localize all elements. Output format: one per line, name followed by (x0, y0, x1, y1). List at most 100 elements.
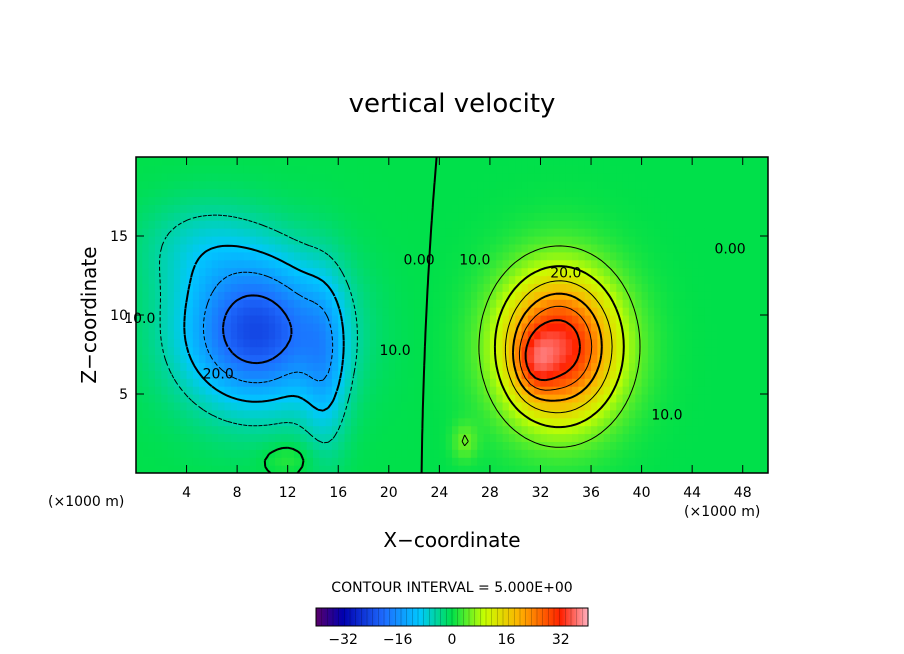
heatmap-cell (704, 386, 712, 395)
heatmap-cell (287, 259, 295, 269)
heatmap-cell (654, 188, 662, 198)
heatmap-cell (534, 172, 542, 182)
heatmap-cell (325, 417, 333, 427)
heatmap-cell (610, 449, 617, 458)
heatmap-cell (515, 157, 523, 166)
heatmap-cell (515, 220, 523, 229)
heatmap-cell (527, 362, 535, 371)
heatmap-cell (534, 236, 542, 245)
heatmap-cell (553, 425, 561, 435)
heatmap-cell (268, 275, 276, 284)
heatmap-cell (603, 409, 611, 419)
heatmap-cell (325, 259, 333, 269)
heatmap-cell (711, 401, 719, 411)
heatmap-cell (186, 291, 194, 300)
heatmap-cell (534, 283, 542, 292)
heatmap-cell (534, 449, 542, 458)
heatmap-cell (458, 212, 466, 221)
heatmap-cell (515, 386, 523, 395)
heatmap-cell (142, 196, 150, 205)
heatmap-cell (192, 354, 200, 363)
heatmap-cell (572, 204, 579, 213)
heatmap-cell (679, 228, 687, 237)
heatmap-cell (452, 299, 459, 308)
heatmap-cell (572, 401, 579, 411)
heatmap-cell (382, 157, 390, 166)
heatmap-cell (452, 251, 459, 261)
heatmap-cell (647, 157, 655, 166)
heatmap-cell (338, 283, 346, 292)
heatmap-cell (237, 401, 245, 411)
heatmap-cell (470, 425, 478, 435)
heatmap-cell (641, 220, 649, 229)
heatmap-cell (142, 307, 150, 316)
heatmap-cell (666, 322, 674, 332)
heatmap-cell (218, 465, 226, 473)
heatmap-cell (199, 409, 207, 419)
heatmap-cell (382, 188, 390, 198)
heatmap-cell (331, 157, 339, 166)
heatmap-cell (755, 346, 763, 356)
heatmap-cell (180, 465, 188, 473)
heatmap-cell (420, 236, 428, 245)
heatmap-cell (395, 267, 403, 277)
heatmap-cell (755, 283, 763, 292)
heatmap-cell (679, 172, 687, 182)
heatmap-cell (433, 307, 440, 316)
heatmap-cell (325, 172, 333, 182)
heatmap-cell (749, 394, 756, 403)
heatmap-cell (711, 449, 719, 458)
heatmap-cell (287, 315, 295, 324)
heatmap-cell (723, 417, 731, 427)
heatmap-cell (294, 465, 301, 473)
heatmap-cell (723, 457, 731, 466)
heatmap-cell (470, 433, 478, 442)
heatmap-cell (584, 188, 592, 198)
heatmap-cell (249, 330, 257, 340)
heatmap-cell (205, 172, 213, 182)
heatmap-cell (692, 204, 700, 213)
heatmap-cell (433, 259, 440, 269)
heatmap-cell (622, 275, 630, 284)
heatmap-cell (376, 330, 384, 340)
heatmap-cell (666, 164, 674, 174)
heatmap-cell (306, 228, 314, 237)
heatmap-cell (218, 228, 226, 237)
heatmap-cell (148, 196, 156, 205)
heatmap-cell (584, 236, 592, 245)
heatmap-cell (161, 338, 169, 348)
heatmap-cell (148, 220, 156, 229)
heatmap-cell (692, 394, 700, 403)
heatmap-cell (382, 409, 390, 419)
heatmap-cell (192, 291, 200, 300)
heatmap-cell (717, 465, 725, 473)
heatmap-cell (395, 275, 403, 284)
heatmap-cell (635, 370, 643, 379)
heatmap-cell (761, 188, 768, 198)
heatmap-cell (294, 394, 301, 403)
heatmap-cell (275, 330, 282, 340)
heatmap-cell (628, 180, 636, 190)
heatmap-cell (420, 433, 428, 442)
heatmap-cell (654, 172, 662, 182)
heatmap-cell (218, 275, 226, 284)
heatmap-cell (515, 236, 523, 245)
heatmap-cell (610, 338, 617, 348)
heatmap-cell (692, 259, 700, 269)
heatmap-cell (167, 236, 175, 245)
heatmap-cell (407, 251, 415, 261)
heatmap-cell (426, 172, 434, 182)
heatmap-cell (142, 228, 150, 237)
heatmap-cell (439, 362, 447, 371)
colorbar: −32 −16 0 16 32 (315, 607, 589, 648)
heatmap-cell (603, 180, 611, 190)
heatmap-cell (319, 251, 327, 261)
heatmap-cell (559, 433, 567, 442)
heatmap-cell (369, 259, 377, 269)
heatmap-cell (433, 370, 440, 379)
heatmap-cell (173, 322, 181, 332)
heatmap-cell (445, 315, 453, 324)
heatmap-cell (344, 409, 352, 419)
heatmap-cell (597, 307, 605, 316)
heatmap-cell (654, 401, 662, 411)
